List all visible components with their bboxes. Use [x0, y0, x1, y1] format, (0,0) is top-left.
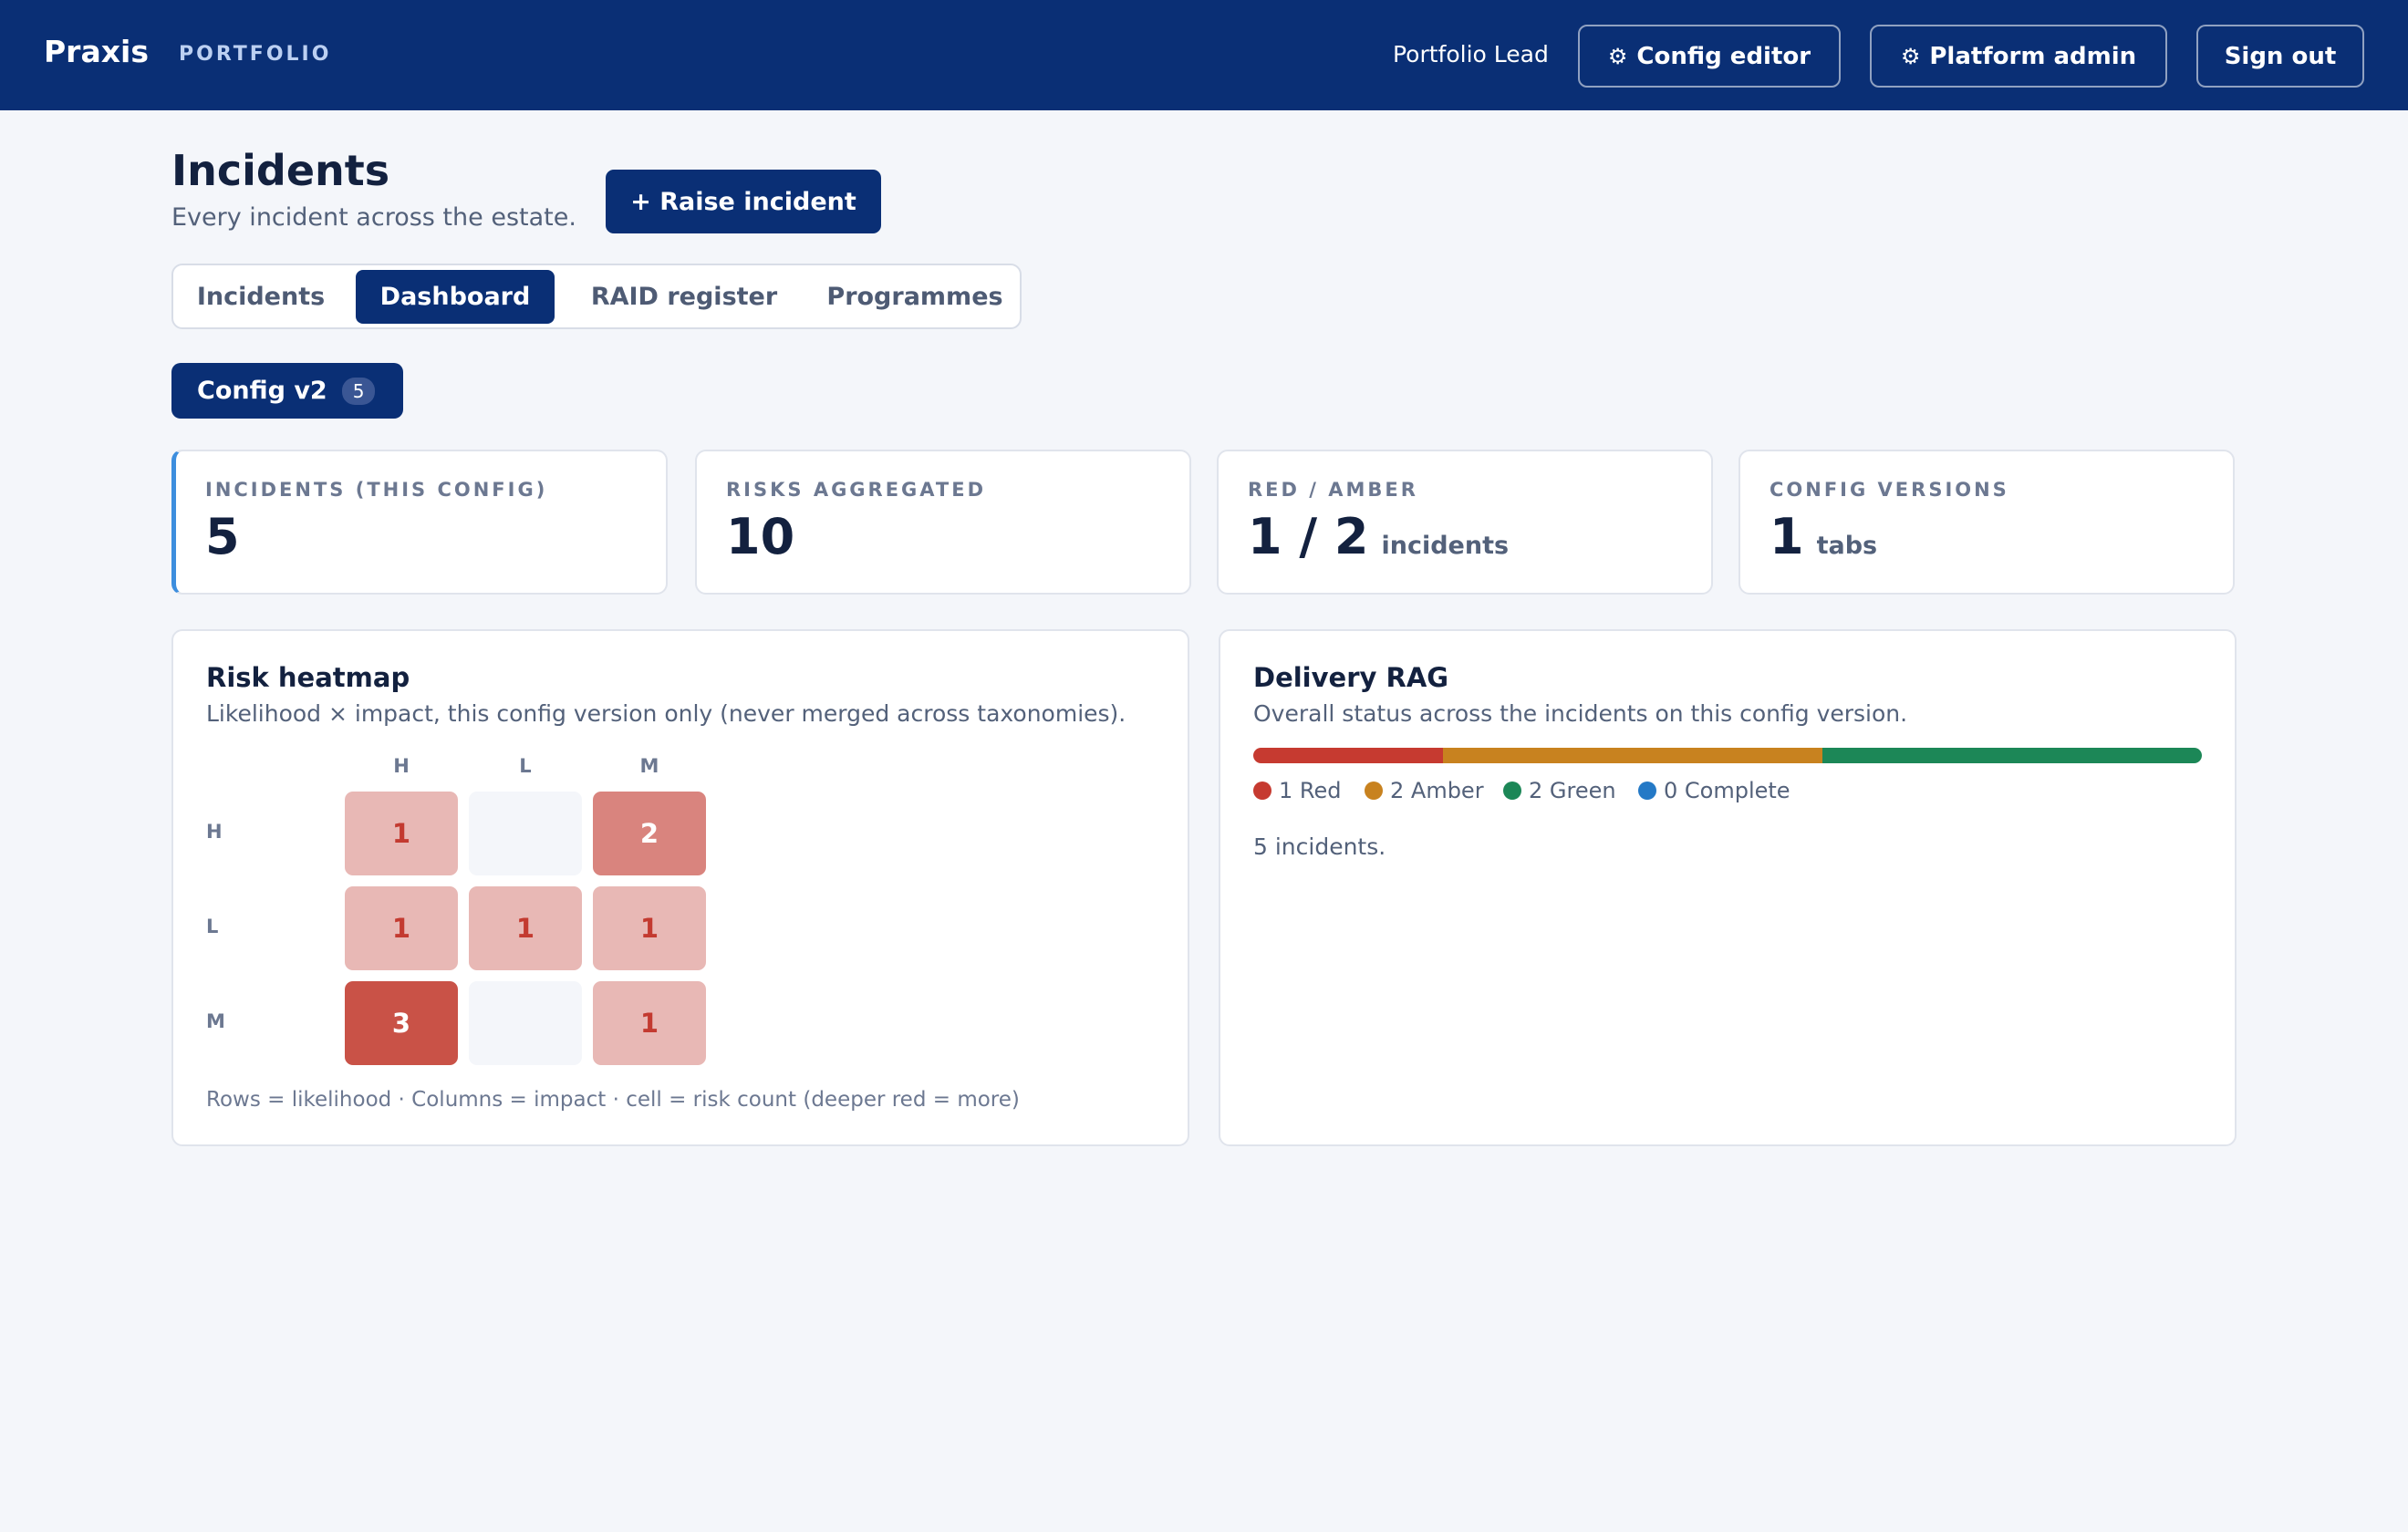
kpi-unit: tabs: [1816, 532, 1878, 560]
heatmap-row-label: H: [206, 821, 223, 843]
heatmap-row-label: M: [206, 1010, 225, 1032]
kpi-red-amber: RED / AMBER 1 / 2 incidents: [1217, 450, 1713, 595]
section-label: PORTFOLIO: [179, 43, 332, 66]
rag-segment-red: [1253, 748, 1443, 763]
sign-out-button[interactable]: Sign out: [2196, 25, 2364, 88]
kpi-label: CONFIG VERSIONS: [1770, 479, 2009, 501]
heatmap-cell[interactable]: 1: [345, 792, 458, 875]
tab-raid-register[interactable]: RAID register: [590, 283, 778, 311]
platform-admin-label: Platform admin: [1929, 42, 2137, 70]
heatmap-cell[interactable]: 1: [345, 886, 458, 970]
legend-label: 2 Green: [1529, 778, 1616, 803]
legend-label: 2 Amber: [1390, 778, 1484, 803]
heatmap-cell[interactable]: 2: [593, 792, 706, 875]
legend-amber: 2 Amber: [1365, 778, 1484, 803]
config-version-tab[interactable]: Config v2 5: [171, 363, 403, 419]
config-version-label: Config v2: [197, 377, 327, 405]
raise-incident-button[interactable]: + Raise incident: [606, 170, 881, 233]
legend-label: 0 Complete: [1664, 778, 1790, 803]
legend-red: 1 Red: [1253, 778, 1342, 803]
blue-dot-icon: [1638, 782, 1656, 800]
heatmap-cell[interactable]: [469, 981, 582, 1065]
panel-description: Overall status across the incidents on t…: [1253, 700, 1908, 727]
gear-icon: ⚙: [1607, 43, 1628, 69]
kpi-label: RISKS AGGREGATED: [726, 479, 987, 501]
panel-title: Risk heatmap: [206, 662, 410, 693]
heatmap-caption: Rows = likelihood · Columns = impact · c…: [206, 1088, 1020, 1112]
rag-segment-green: [1822, 748, 2202, 763]
legend-label: 1 Red: [1279, 778, 1342, 803]
heatmap-cell[interactable]: 3: [345, 981, 458, 1065]
rag-status-bar: [1253, 748, 2202, 763]
heatmap-cell[interactable]: [469, 792, 582, 875]
kpi-unit: incidents: [1381, 532, 1510, 560]
panel-description: Likelihood × impact, this config version…: [206, 700, 1126, 727]
page-title: Incidents: [171, 146, 390, 195]
amber-dot-icon: [1365, 782, 1383, 800]
kpi-value: 10: [726, 508, 795, 565]
kpi-config-versions: CONFIG VERSIONS 1 tabs: [1739, 450, 2235, 595]
kpi-value: 5: [205, 508, 240, 565]
heatmap-cell[interactable]: 1: [469, 886, 582, 970]
kpi-risks-aggregated: RISKS AGGREGATED 10: [695, 450, 1191, 595]
page-subtitle: Every incident across the estate.: [171, 203, 576, 232]
green-dot-icon: [1503, 782, 1521, 800]
kpi-incidents: INCIDENTS (THIS CONFIG) 5: [171, 450, 668, 595]
legend-green: 2 Green: [1503, 778, 1616, 803]
heatmap-column-label: H: [393, 755, 410, 777]
user-role: Portfolio Lead: [1393, 41, 1549, 67]
red-dot-icon: [1253, 782, 1271, 800]
tab-programmes[interactable]: Programmes: [826, 283, 1003, 311]
tab-incidents[interactable]: Incidents: [196, 283, 326, 311]
rag-total-text: 5 incidents.: [1253, 833, 1386, 860]
config-count-badge: 5: [341, 377, 376, 405]
heatmap-column-label: L: [519, 755, 532, 777]
kpi-label: RED / AMBER: [1248, 479, 1418, 501]
kpi-value: 1 tabs: [1770, 508, 1878, 565]
platform-admin-button[interactable]: ⚙ Platform admin: [1870, 25, 2167, 88]
kpi-label: INCIDENTS (THIS CONFIG): [205, 479, 548, 501]
gear-icon: ⚙: [1900, 43, 1921, 69]
view-tabs: Incidents Dashboard RAID register Progra…: [171, 264, 1022, 329]
config-editor-label: Config editor: [1636, 42, 1811, 70]
brand-logo[interactable]: Praxis: [44, 34, 149, 69]
panel-title: Delivery RAG: [1253, 662, 1449, 693]
kpi-value: 1 / 2 incidents: [1248, 508, 1510, 565]
config-editor-button[interactable]: ⚙ Config editor: [1578, 25, 1841, 88]
delivery-rag-panel: Delivery RAG Overall status across the i…: [1219, 629, 2237, 1146]
top-bar: Praxis PORTFOLIO Portfolio Lead ⚙ Config…: [0, 0, 2408, 110]
heatmap-cell[interactable]: 1: [593, 886, 706, 970]
heatmap-row-label: L: [206, 916, 219, 937]
tab-dashboard[interactable]: Dashboard: [356, 270, 555, 324]
heatmap-column-label: M: [639, 755, 659, 777]
rag-segment-amber: [1443, 748, 1822, 763]
heatmap-cell[interactable]: 1: [593, 981, 706, 1065]
legend-complete: 0 Complete: [1638, 778, 1790, 803]
